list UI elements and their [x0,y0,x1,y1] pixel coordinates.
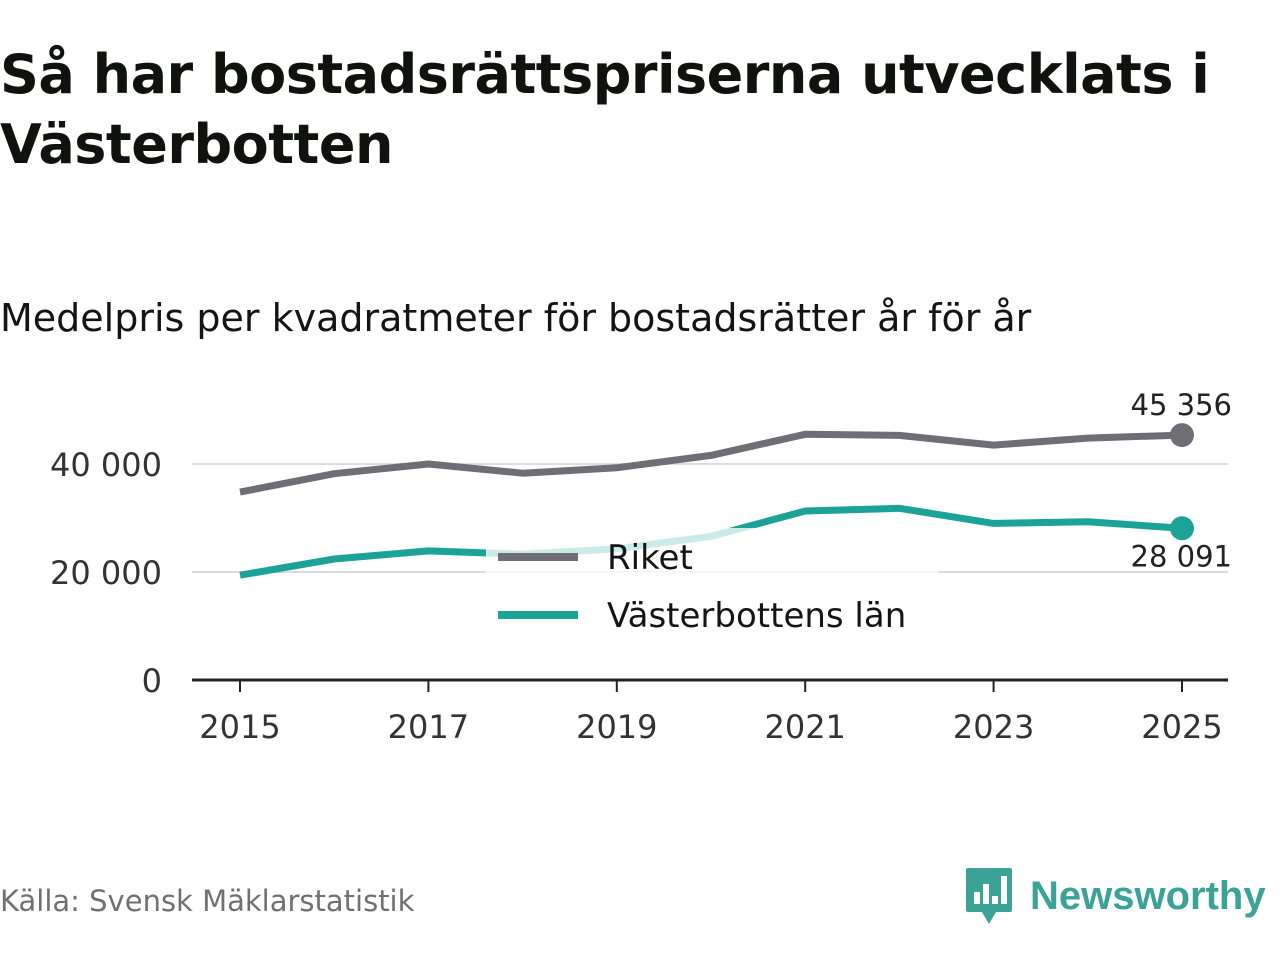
series-end-marker [1170,423,1194,448]
x-tick-label: 2023 [953,708,1034,746]
x-axis-tick-labels: 2015 2017 2019 2021 2023 2025 [199,708,1222,746]
chart-subtitle: Medelpris per kvadratmeter för bostadsrä… [0,296,1032,340]
x-tick-label: 2017 [388,708,469,746]
chart-title: Så har bostadsrättspriserna utvecklats i… [0,43,1210,176]
legend-label: Riket [607,538,693,578]
x-tick-label: 2015 [199,708,280,746]
y-tick-label: 40 000 [50,446,162,484]
source-note: Källa: Svensk Mäklarstatistik [0,884,415,918]
y-tick-label: 0 [142,662,162,700]
x-tick-label: 2019 [576,708,657,746]
end-value-label: 45 356 [1131,388,1232,422]
x-tick-label: 2021 [764,708,845,746]
y-axis-tick-labels: 0 20 000 40 000 [50,446,162,700]
series-end-marker [1170,516,1194,541]
end-value-label: 28 091 [1131,539,1232,573]
legend-background [486,528,938,646]
series-end-markers: 45 356 28 091 [1131,388,1232,573]
legend: Riket Västerbottens län [486,528,938,646]
legend-label: Västerbottens län [607,596,906,636]
x-axis [192,678,1228,692]
line-chart: 0 20 000 40 000 Riket Västerbottens län 201… [50,388,1232,746]
brand-name: Newsworthy [1030,873,1266,918]
x-tick-label: 2025 [1141,708,1222,746]
bar-chart-speech-bubble-icon [966,868,1012,924]
y-tick-label: 20 000 [50,554,162,592]
series-line-0 [239,430,1183,496]
brand-logo: Newsworthy [964,866,1266,926]
